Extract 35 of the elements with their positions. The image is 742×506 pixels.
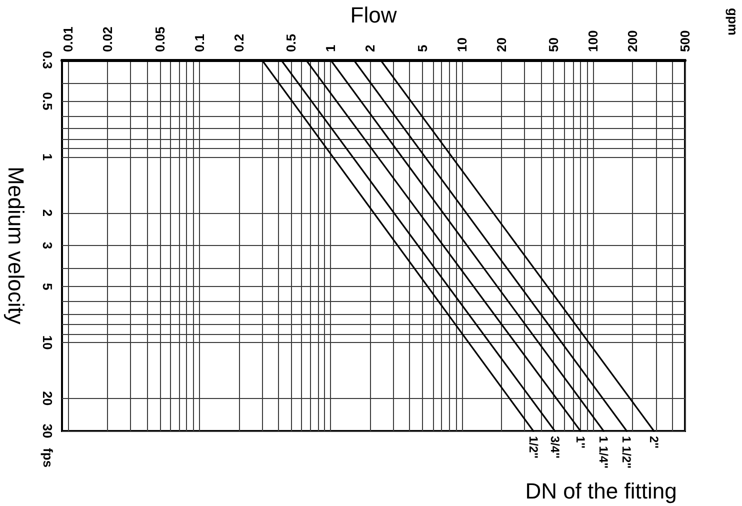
y-tick-label: 30 xyxy=(40,424,55,438)
x-tick-label: 0.5 xyxy=(284,34,299,52)
x-tick-label: 50 xyxy=(546,38,562,52)
y-tick-label: 0.3 xyxy=(40,50,55,70)
y-axis-title: Medium velocity xyxy=(4,166,28,324)
text: 1/2'' xyxy=(526,436,540,459)
y-tick-label: 0.5 xyxy=(40,92,55,110)
text: 1'' xyxy=(574,436,588,449)
x-tick-label: 1 xyxy=(323,44,338,52)
x-tick-label: 20 xyxy=(494,38,509,52)
text: 2'' xyxy=(646,436,661,449)
x-tick-label: 10 xyxy=(454,38,470,52)
y-tick-label: 5 xyxy=(40,283,55,290)
y-tick-label: 2 xyxy=(40,209,55,216)
x-tick-label: 100 xyxy=(586,30,601,52)
x-tick-label: 0.2 xyxy=(231,34,246,52)
text: 1 1/2'' xyxy=(620,436,634,469)
x-tick-label: 0.01 xyxy=(60,26,76,52)
text: fps xyxy=(40,448,56,468)
x-tick-label: 5 xyxy=(414,44,430,52)
x-tick-label: 0.02 xyxy=(100,26,116,52)
x-tick-label: 500 xyxy=(678,30,692,52)
x-axis-title: Flow xyxy=(350,2,397,28)
y-tick-label: 3 xyxy=(40,242,55,250)
text: gpm xyxy=(726,8,740,36)
x-tick-label: 200 xyxy=(625,30,640,52)
legend-title: DN of the fitting xyxy=(525,478,677,504)
text: 1 1/4'' xyxy=(596,436,611,469)
x-tick-label: 0.1 xyxy=(192,34,207,52)
y-tick-label: 10 xyxy=(40,335,55,350)
y-tick-label: 1 xyxy=(40,153,55,161)
y-tick-label: 20 xyxy=(40,391,55,406)
x-tick-label: 0.05 xyxy=(152,26,168,52)
x-tick-label: 2 xyxy=(362,44,378,52)
text: 3/4'' xyxy=(548,436,562,459)
